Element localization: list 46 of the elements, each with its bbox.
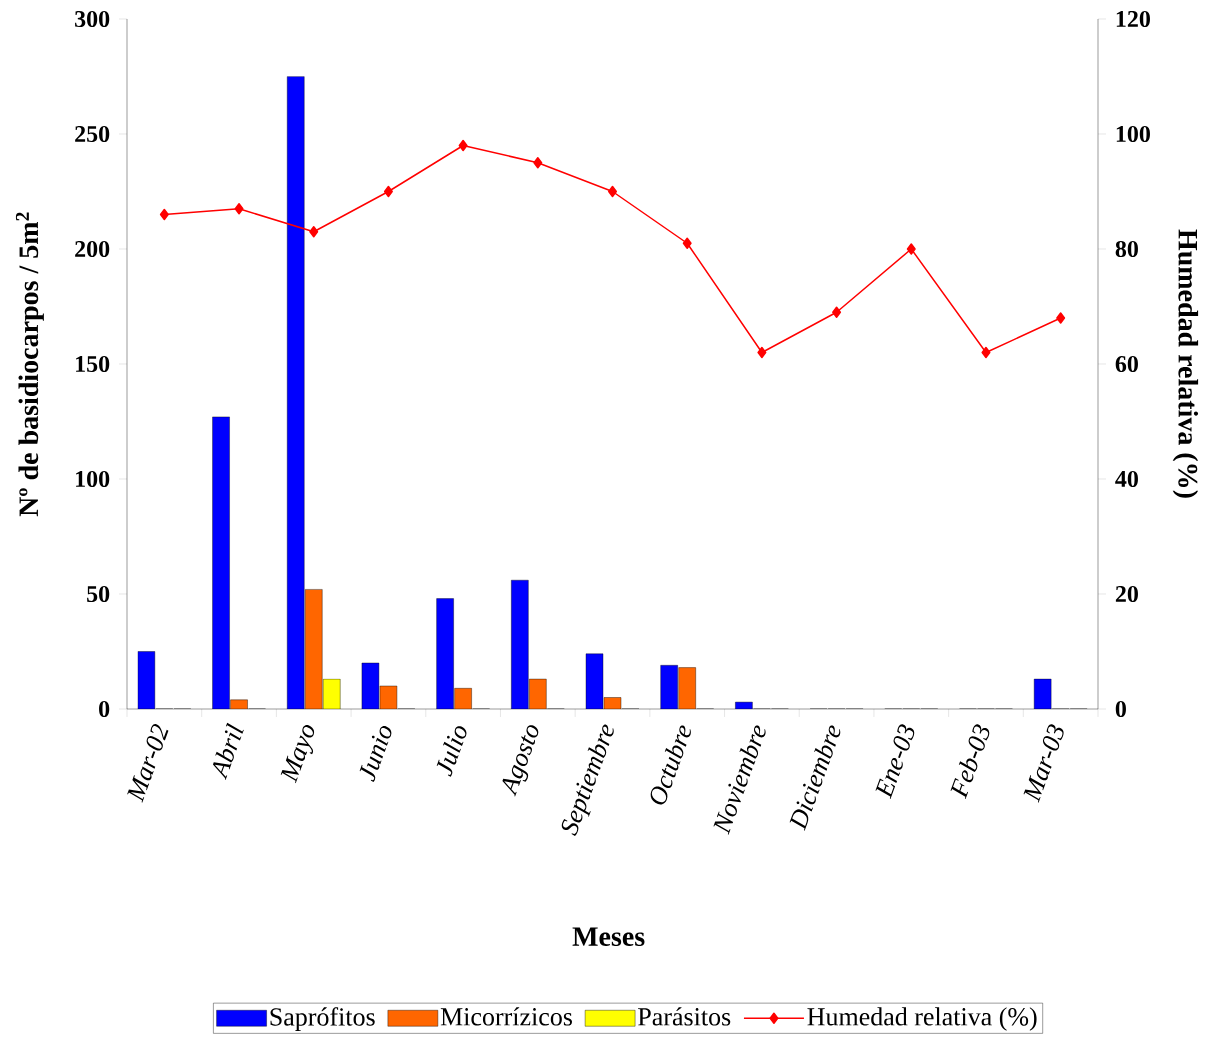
x-tick-label: Agosto	[502, 725, 539, 797]
y2-tick-label: 20	[1115, 585, 1138, 603]
x-tick-label: Octubre	[650, 725, 691, 805]
point	[458, 139, 468, 152]
y-axis-title: Nº de basidiocarpos / 5m$^{2}$	[15, 212, 44, 517]
y2-tick-label: 0	[1115, 700, 1126, 718]
point	[383, 185, 393, 198]
point	[533, 156, 543, 169]
point	[159, 208, 169, 221]
y-tick-label: 150	[76, 355, 110, 373]
point	[832, 306, 842, 318]
y-tick-label: 200	[75, 240, 110, 258]
y2-axis-title: Humedad relativa (%)	[1172, 229, 1199, 498]
legend-label: Humedad relativa (%)	[807, 1007, 1037, 1031]
bar	[305, 589, 323, 709]
x-tick-label: Mar-02	[127, 723, 169, 803]
y2-tick-label: 40	[1115, 470, 1138, 488]
x-tick-label: Abril	[212, 722, 244, 780]
legend-label: Micorrízicos	[440, 1007, 572, 1026]
x-tick-label: Ene-03	[875, 724, 915, 800]
x-tick-label: Mayo	[280, 725, 315, 784]
x-tick-label: Mar-03	[1023, 724, 1064, 803]
x-tick-label: Junio	[359, 726, 392, 783]
legend-label: Parásitos	[638, 1007, 731, 1026]
y-tick-label: 100	[76, 470, 110, 488]
y-tick-label: 50	[87, 585, 110, 603]
y2-tick-label: 100	[1116, 125, 1150, 143]
y-tick-label: 300	[75, 10, 110, 28]
legend-label: Saprófitos	[270, 1007, 375, 1031]
y2-tick-label: 60	[1115, 355, 1138, 373]
x-axis-title: Meses	[572, 927, 645, 946]
x-tick-label: Julio	[436, 726, 467, 777]
point	[1056, 312, 1066, 324]
y-tick-label: 0	[99, 700, 110, 718]
x-tick-label: Feb-03	[950, 724, 990, 800]
point	[682, 237, 692, 249]
point	[757, 346, 767, 359]
y2-tick-label: 120	[1116, 10, 1150, 28]
point	[234, 202, 244, 215]
point	[608, 185, 618, 198]
bar	[678, 667, 696, 709]
point	[309, 226, 319, 238]
point	[981, 346, 991, 359]
point	[906, 243, 916, 255]
y-tick-label: 250	[75, 125, 110, 143]
y2-tick-label: 80	[1115, 240, 1138, 258]
